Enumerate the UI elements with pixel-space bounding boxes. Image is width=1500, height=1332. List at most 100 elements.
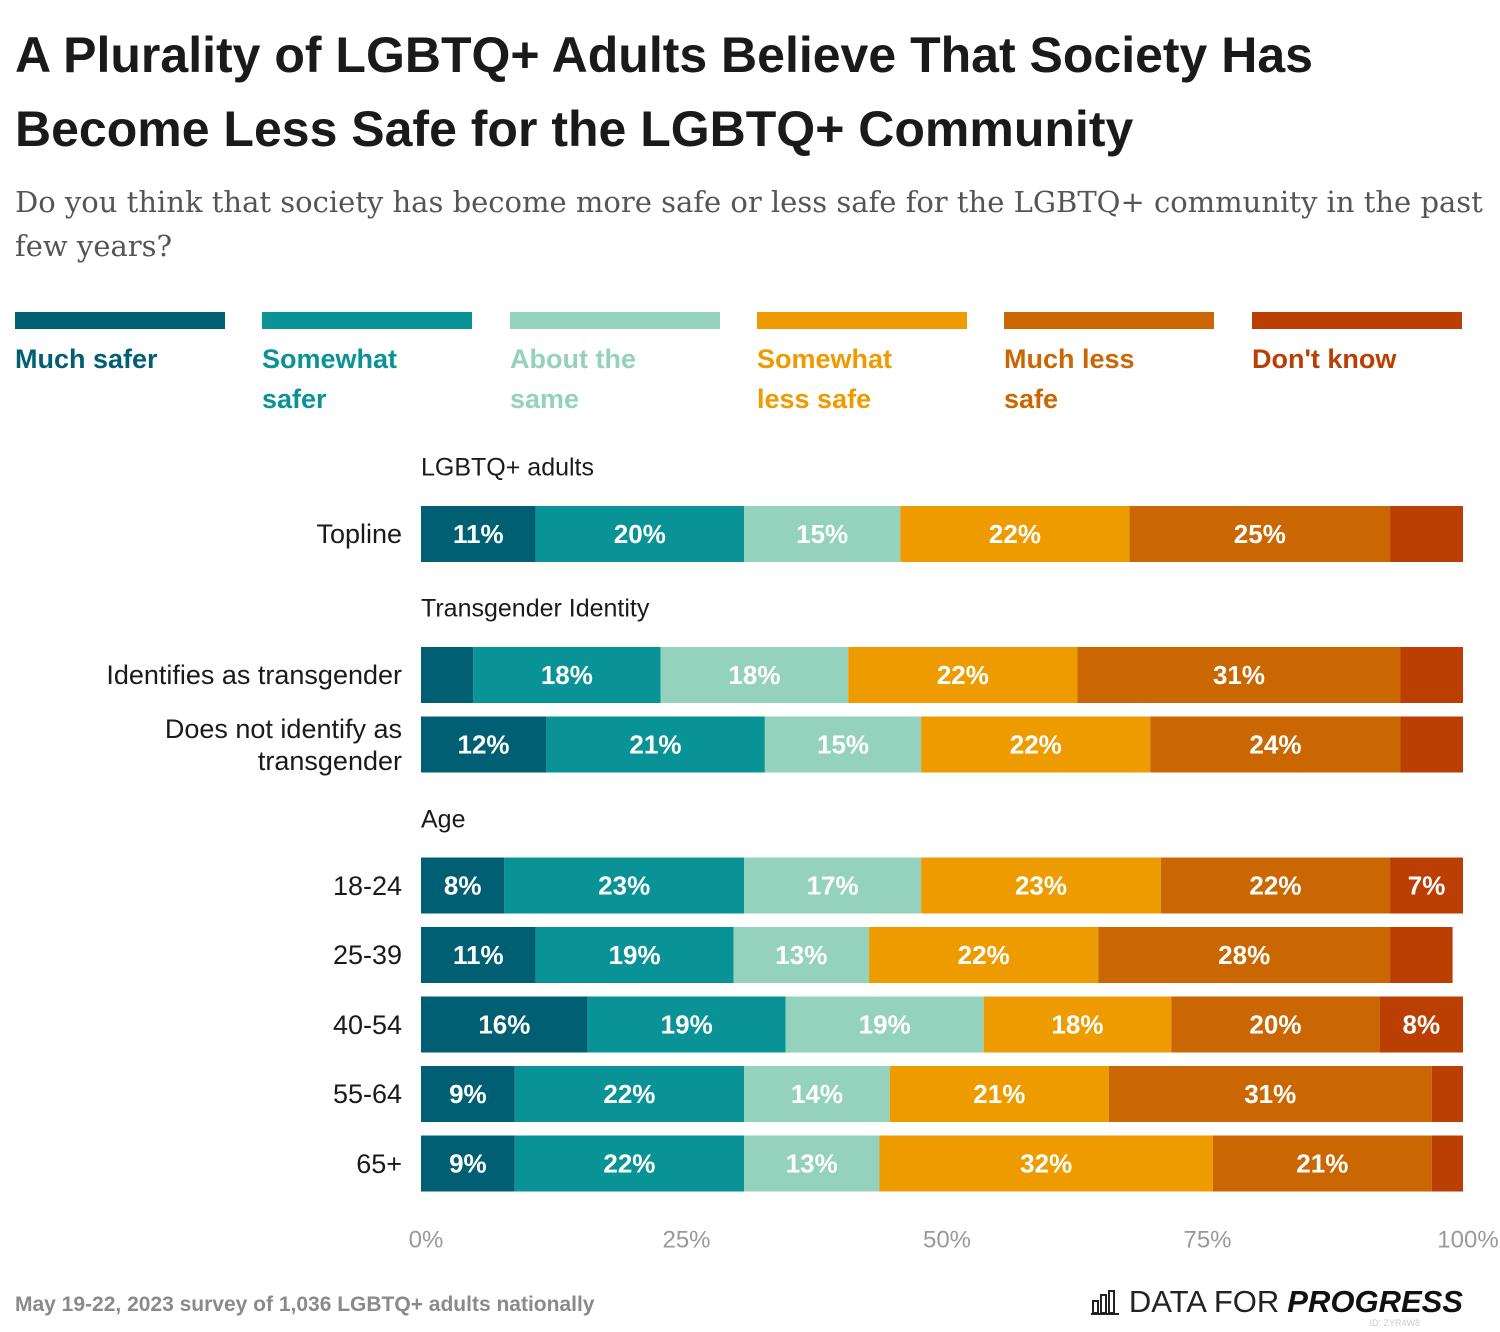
bar-segment — [1171, 996, 1380, 1053]
value-label: 12% — [457, 729, 509, 759]
bar-segment — [1150, 716, 1401, 773]
legend-label: Somewhat less safe — [757, 344, 893, 414]
value-label: 8% — [1403, 1009, 1441, 1039]
legend-item: Don't know — [1252, 312, 1462, 379]
bar-segment — [421, 647, 474, 703]
bar-segment — [921, 716, 1151, 773]
value-label: 15% — [796, 519, 848, 549]
value-label: 7% — [1408, 870, 1446, 900]
value-label: 11% — [453, 940, 504, 970]
row-label: Identifies as transgender — [106, 660, 402, 690]
row-label: Topline — [316, 519, 402, 549]
bar-segment — [1431, 1135, 1463, 1192]
legend-swatch — [15, 312, 225, 329]
chart-subtitle: Do you think that society has become mor… — [15, 185, 1483, 263]
value-label: 22% — [958, 940, 1010, 970]
value-label: 31% — [1244, 1079, 1296, 1109]
bar-segment — [921, 857, 1161, 914]
bar-segment — [421, 857, 505, 914]
legend-item: Somewhat safer — [262, 312, 472, 419]
bar-segment — [983, 996, 1172, 1053]
bar-segment — [764, 716, 922, 773]
legend-label: Somewhat safer — [262, 344, 398, 414]
value-label: 18% — [541, 660, 593, 690]
value-label: 28% — [1218, 940, 1270, 970]
legend-label: About the same — [510, 344, 636, 414]
bar-segment — [514, 1135, 745, 1192]
row-label: 18-24 — [332, 870, 402, 901]
legend-swatch — [757, 312, 967, 329]
bar-segment — [848, 647, 1078, 703]
legend-swatch — [262, 312, 472, 329]
value-label: 22% — [603, 1148, 655, 1178]
value-label: 20% — [614, 519, 666, 549]
legend-label: Don't know — [1252, 344, 1397, 374]
value-label: 14% — [791, 1079, 843, 1109]
bar-segment — [587, 996, 786, 1053]
bar-segment — [900, 506, 1130, 562]
bar-segment — [869, 927, 1099, 983]
bar-segment — [1390, 927, 1453, 983]
brand-text: DATA FOR — [1128, 1284, 1280, 1319]
value-label: 22% — [1249, 870, 1301, 900]
bar-segment — [421, 506, 536, 562]
bar-segment — [879, 1135, 1213, 1192]
bar-segment — [1400, 647, 1463, 703]
bar-segment — [473, 647, 661, 703]
value-label: 22% — [989, 519, 1041, 549]
x-tick-label: 100% — [1437, 1226, 1498, 1253]
value-label: 22% — [937, 660, 989, 690]
value-label: 13% — [786, 1148, 838, 1178]
bar-segment — [421, 927, 536, 983]
value-label: 22% — [603, 1079, 655, 1109]
row-label: Does not identify as transgender — [164, 713, 402, 776]
value-label: 9% — [449, 1148, 487, 1178]
legend-item: Much safer — [15, 312, 225, 379]
bar-segment — [1400, 716, 1463, 773]
bar-segment — [514, 1066, 745, 1122]
legend-label: Much safer — [15, 344, 158, 374]
value-label: 21% — [1296, 1148, 1348, 1178]
value-label: 16% — [478, 1009, 530, 1039]
legend-swatch — [1004, 312, 1214, 329]
source-note: May 19-22, 2023 survey of 1,036 LGBTQ+ a… — [15, 1293, 595, 1316]
bar-segment — [744, 857, 922, 914]
legend-item: Much less safe — [1004, 312, 1214, 419]
group-label: Transgender Identity — [421, 594, 650, 623]
bar-segment — [785, 996, 984, 1053]
bar-segment — [1160, 857, 1391, 914]
x-tick-label: 0% — [409, 1226, 444, 1253]
bar-segment — [1108, 1066, 1432, 1122]
bar-segment — [744, 1066, 890, 1122]
bar-segment — [744, 1135, 880, 1192]
value-label: 23% — [598, 870, 650, 900]
row-label: 40-54 — [332, 1009, 402, 1040]
row-label: 55-64 — [332, 1079, 402, 1109]
bar-segment — [660, 647, 849, 703]
value-label: 31% — [1213, 660, 1265, 690]
chart-id: ID: ZYR4W8 — [1369, 1318, 1420, 1328]
value-label: 25% — [1234, 519, 1286, 549]
value-label: 18% — [728, 660, 780, 690]
value-label: 21% — [973, 1079, 1025, 1109]
value-label: 9% — [449, 1079, 487, 1109]
x-tick-label: 50% — [923, 1226, 971, 1253]
legend-swatch — [510, 312, 720, 329]
legend-item: About the same — [510, 312, 720, 419]
legend-label: Much less safe — [1004, 344, 1135, 414]
group-label: LGBTQ+ adults — [421, 453, 594, 482]
brand-text-strong: PROGRESS — [1287, 1284, 1463, 1319]
value-label: 20% — [1249, 1009, 1301, 1039]
bar-segment — [1098, 927, 1391, 983]
value-label: 32% — [1020, 1148, 1072, 1178]
bar-segment — [535, 506, 745, 562]
row-label: 65+ — [356, 1148, 402, 1179]
bar-segment — [535, 927, 734, 983]
bar-segment — [504, 857, 745, 914]
bar-segment — [546, 716, 765, 773]
value-label: 23% — [1015, 870, 1067, 900]
value-label: 11% — [453, 519, 504, 549]
value-label: 19% — [859, 1009, 911, 1039]
value-label: 13% — [775, 940, 827, 970]
